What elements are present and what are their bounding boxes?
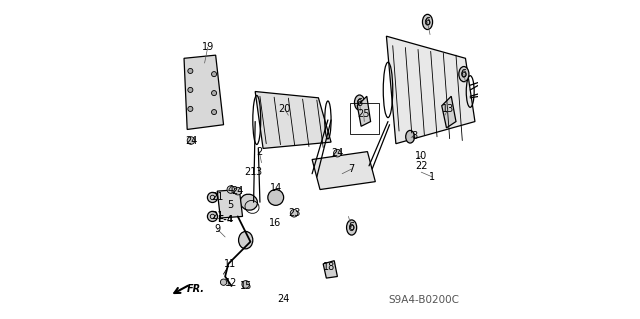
Circle shape bbox=[220, 279, 227, 286]
Text: 5: 5 bbox=[227, 200, 233, 210]
Text: 4: 4 bbox=[228, 184, 234, 195]
Circle shape bbox=[268, 189, 284, 205]
Ellipse shape bbox=[422, 14, 433, 30]
Text: 21: 21 bbox=[211, 192, 223, 203]
Text: 6: 6 bbox=[349, 222, 355, 233]
Polygon shape bbox=[323, 261, 337, 278]
Text: 16: 16 bbox=[269, 218, 281, 228]
Text: 14: 14 bbox=[269, 183, 282, 193]
Circle shape bbox=[212, 71, 216, 77]
Text: 21: 21 bbox=[244, 167, 257, 177]
Text: 13: 13 bbox=[442, 104, 454, 114]
Polygon shape bbox=[255, 92, 331, 148]
Text: 6: 6 bbox=[424, 17, 431, 27]
Circle shape bbox=[212, 109, 216, 115]
Text: 24: 24 bbox=[185, 136, 197, 145]
Circle shape bbox=[207, 211, 218, 221]
Text: 1: 1 bbox=[429, 172, 435, 182]
Circle shape bbox=[212, 91, 216, 96]
Polygon shape bbox=[387, 36, 475, 144]
Text: 6: 6 bbox=[356, 98, 363, 108]
Text: E-4: E-4 bbox=[217, 215, 233, 224]
Text: 12: 12 bbox=[225, 278, 237, 288]
Text: 19: 19 bbox=[202, 42, 214, 52]
Circle shape bbox=[187, 137, 195, 144]
Text: 24: 24 bbox=[332, 148, 344, 158]
Text: 10: 10 bbox=[415, 151, 428, 161]
Text: 7: 7 bbox=[349, 164, 355, 174]
Text: 23: 23 bbox=[288, 208, 300, 218]
Circle shape bbox=[242, 281, 250, 288]
Text: 24: 24 bbox=[232, 186, 244, 196]
Bar bbox=[350, 103, 378, 134]
Text: S9A4-B0200C: S9A4-B0200C bbox=[388, 295, 459, 305]
Ellipse shape bbox=[355, 95, 365, 110]
Circle shape bbox=[188, 87, 193, 93]
Text: 24: 24 bbox=[278, 293, 290, 304]
Ellipse shape bbox=[347, 220, 356, 235]
Polygon shape bbox=[442, 96, 456, 128]
Circle shape bbox=[188, 106, 193, 111]
Circle shape bbox=[227, 186, 235, 193]
Text: 6: 6 bbox=[461, 69, 467, 79]
Polygon shape bbox=[312, 152, 375, 189]
Ellipse shape bbox=[239, 232, 253, 249]
Polygon shape bbox=[184, 55, 223, 130]
Circle shape bbox=[333, 149, 341, 157]
Ellipse shape bbox=[240, 194, 257, 210]
Text: 11: 11 bbox=[224, 259, 236, 269]
Circle shape bbox=[188, 69, 193, 73]
Polygon shape bbox=[357, 96, 371, 126]
Text: 21: 21 bbox=[211, 211, 223, 221]
Text: 25: 25 bbox=[357, 109, 370, 119]
Ellipse shape bbox=[459, 67, 469, 82]
Text: 3: 3 bbox=[255, 167, 261, 177]
Polygon shape bbox=[217, 189, 243, 218]
Circle shape bbox=[207, 192, 218, 203]
Circle shape bbox=[234, 187, 241, 195]
Ellipse shape bbox=[406, 130, 415, 143]
Text: 2: 2 bbox=[256, 147, 262, 157]
Text: 20: 20 bbox=[278, 104, 291, 114]
Text: 9: 9 bbox=[214, 224, 220, 234]
Circle shape bbox=[291, 210, 298, 217]
Text: FR.: FR. bbox=[186, 284, 205, 294]
Text: 22: 22 bbox=[415, 161, 428, 171]
Text: 15: 15 bbox=[239, 281, 252, 291]
Text: 18: 18 bbox=[323, 262, 335, 272]
Text: 8: 8 bbox=[412, 131, 418, 141]
